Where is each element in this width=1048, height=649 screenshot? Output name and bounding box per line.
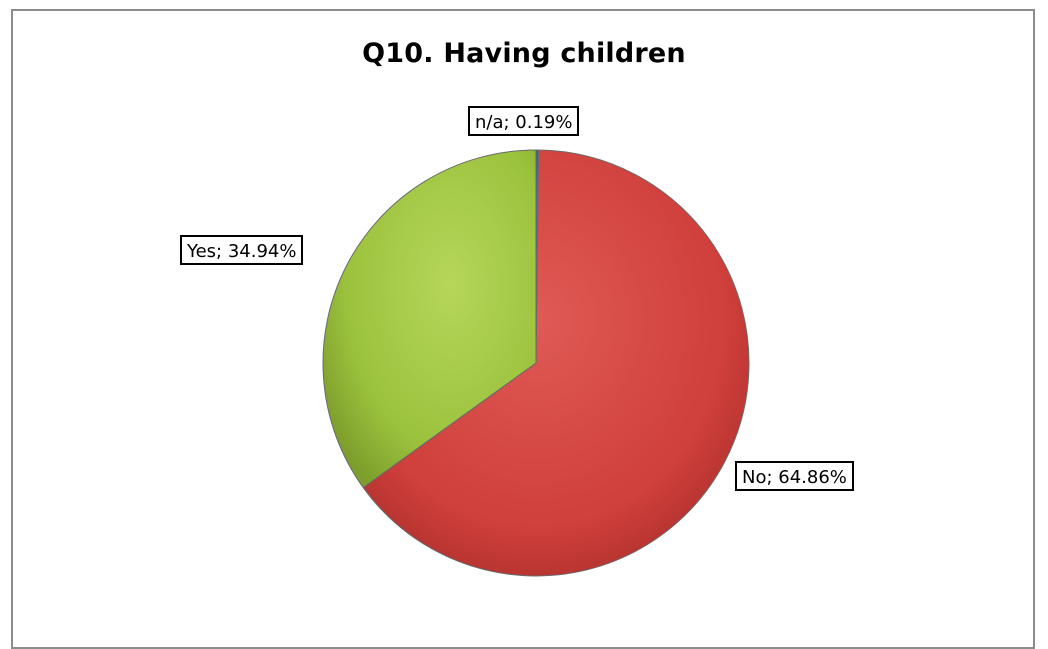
data-label-yes: Yes; 34.94% xyxy=(180,235,304,265)
data-label-na: n/a; 0.19% xyxy=(468,106,580,136)
pie-slice-yes xyxy=(322,149,537,489)
chart-title: Q10. Having children xyxy=(362,38,686,69)
pie-slice-no xyxy=(362,149,750,577)
data-label-no: No; 64.86% xyxy=(735,461,854,491)
